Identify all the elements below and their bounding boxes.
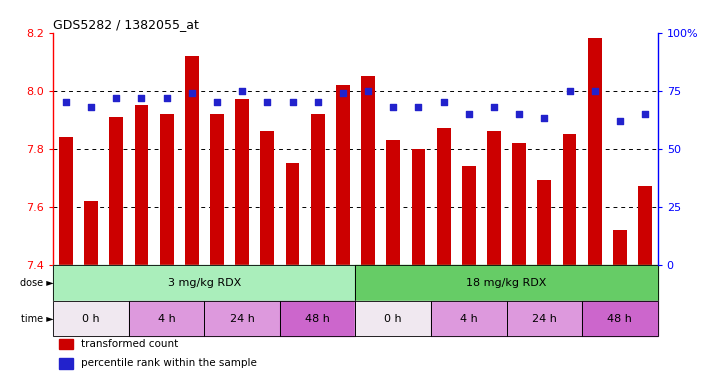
Bar bbox=[60, 339, 73, 349]
Bar bbox=[638, 186, 652, 265]
Bar bbox=[160, 114, 173, 265]
Text: GDS5282 / 1382055_at: GDS5282 / 1382055_at bbox=[53, 18, 199, 31]
Point bbox=[639, 111, 651, 117]
Bar bbox=[613, 230, 627, 265]
Bar bbox=[205, 301, 280, 336]
Point bbox=[312, 99, 324, 105]
Bar bbox=[582, 301, 658, 336]
Text: 24 h: 24 h bbox=[230, 313, 255, 323]
Point bbox=[413, 104, 424, 110]
Bar bbox=[109, 117, 123, 265]
Bar bbox=[235, 99, 249, 265]
Text: 4 h: 4 h bbox=[460, 313, 478, 323]
Bar bbox=[336, 85, 350, 265]
Bar bbox=[356, 265, 658, 301]
Text: 18 mg/kg RDX: 18 mg/kg RDX bbox=[466, 278, 547, 288]
Bar bbox=[487, 131, 501, 265]
Bar bbox=[210, 114, 224, 265]
Point bbox=[237, 88, 248, 94]
Bar bbox=[205, 301, 280, 336]
Text: dose ►: dose ► bbox=[20, 278, 53, 288]
Bar bbox=[512, 143, 526, 265]
Point bbox=[186, 90, 198, 96]
Bar bbox=[538, 180, 551, 265]
Point bbox=[614, 118, 626, 124]
Text: percentile rank within the sample: percentile rank within the sample bbox=[80, 359, 257, 369]
Bar bbox=[185, 56, 199, 265]
Text: 48 h: 48 h bbox=[607, 313, 632, 323]
Bar bbox=[506, 301, 582, 336]
Bar bbox=[280, 301, 356, 336]
Bar bbox=[431, 301, 506, 336]
Bar bbox=[588, 38, 602, 265]
Bar bbox=[582, 301, 658, 336]
Point bbox=[211, 99, 223, 105]
Text: 24 h: 24 h bbox=[532, 313, 557, 323]
Point bbox=[363, 88, 374, 94]
Bar bbox=[562, 134, 577, 265]
Bar bbox=[280, 301, 356, 336]
Text: time ►: time ► bbox=[21, 313, 53, 323]
Bar bbox=[53, 301, 129, 336]
Point bbox=[287, 99, 298, 105]
Point bbox=[262, 99, 273, 105]
Bar bbox=[53, 301, 129, 336]
Bar bbox=[53, 265, 356, 301]
Point bbox=[438, 99, 449, 105]
Bar bbox=[356, 301, 431, 336]
Point bbox=[564, 88, 575, 94]
Bar bbox=[356, 265, 658, 301]
Point bbox=[60, 99, 72, 105]
Bar bbox=[53, 265, 356, 301]
Bar bbox=[60, 358, 73, 369]
Bar bbox=[59, 137, 73, 265]
Bar bbox=[311, 114, 325, 265]
Text: 48 h: 48 h bbox=[305, 313, 330, 323]
Bar bbox=[134, 105, 149, 265]
Point bbox=[513, 111, 525, 117]
Point bbox=[589, 88, 600, 94]
Point bbox=[539, 115, 550, 121]
Bar bbox=[431, 301, 506, 336]
Point bbox=[488, 104, 500, 110]
Bar bbox=[356, 301, 431, 336]
Text: 3 mg/kg RDX: 3 mg/kg RDX bbox=[168, 278, 241, 288]
Text: 4 h: 4 h bbox=[158, 313, 176, 323]
Bar bbox=[260, 131, 274, 265]
Text: transformed count: transformed count bbox=[80, 339, 178, 349]
Bar bbox=[129, 301, 205, 336]
Point bbox=[387, 104, 399, 110]
Point bbox=[111, 94, 122, 101]
Point bbox=[85, 104, 97, 110]
Text: 0 h: 0 h bbox=[385, 313, 402, 323]
Bar bbox=[84, 201, 98, 265]
Bar bbox=[129, 301, 205, 336]
Bar bbox=[437, 128, 451, 265]
Bar bbox=[506, 301, 582, 336]
Point bbox=[161, 94, 172, 101]
Point bbox=[136, 94, 147, 101]
Bar bbox=[361, 76, 375, 265]
Bar bbox=[386, 140, 400, 265]
Bar bbox=[412, 149, 425, 265]
Bar bbox=[286, 163, 299, 265]
Point bbox=[463, 111, 474, 117]
Text: 0 h: 0 h bbox=[82, 313, 100, 323]
Point bbox=[337, 90, 348, 96]
Bar bbox=[462, 166, 476, 265]
